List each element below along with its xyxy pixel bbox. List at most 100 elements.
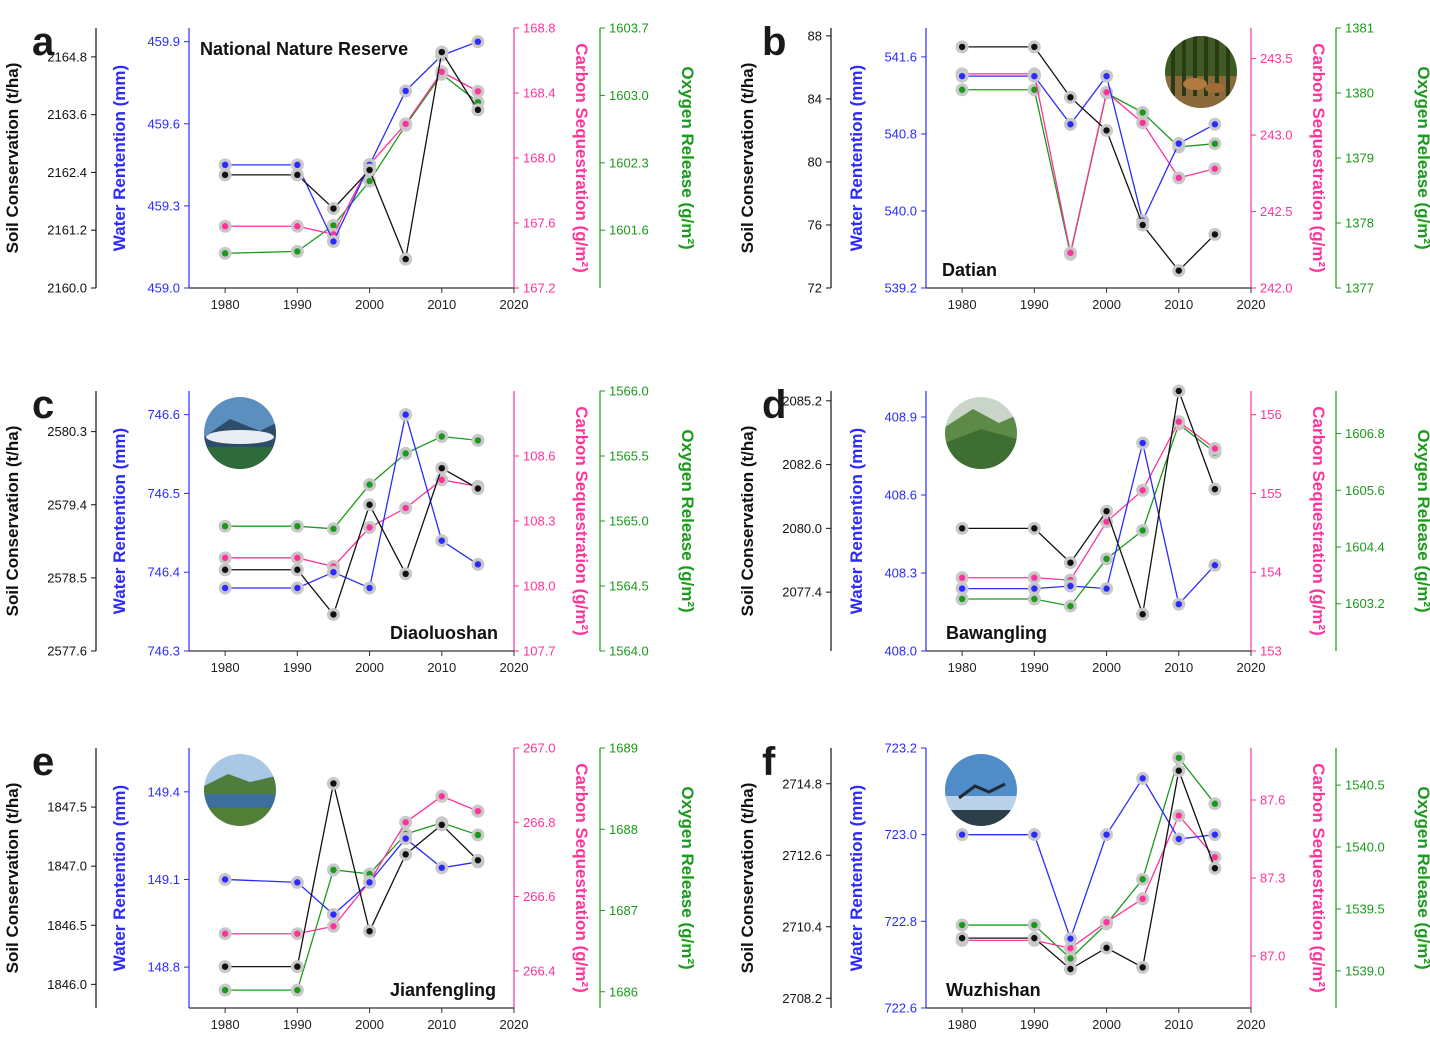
carbon-point <box>471 84 485 98</box>
y-tick-label: 243.0 <box>1260 128 1293 143</box>
water-point <box>399 408 413 422</box>
y-tick-label: 746.4 <box>147 565 180 580</box>
y-tick-label: 108.6 <box>523 449 556 464</box>
water-axis: 539.2 540.0 540.8 541.6 Water Rentention (mm… <box>847 28 927 296</box>
y-tick-label: 1603.2 <box>1345 596 1385 611</box>
y-tick-label: 2708.2 <box>782 991 822 1006</box>
y-tick-label: 154 <box>1260 565 1282 580</box>
y-tick-label: 2577.6 <box>47 644 87 659</box>
water-axis-title: Water Rentention (mm) <box>110 785 129 971</box>
y-tick-label: 541.6 <box>884 49 917 64</box>
carbon-point <box>1136 483 1150 497</box>
water-point <box>290 875 304 889</box>
water-point <box>326 908 340 922</box>
soil-point <box>363 163 377 177</box>
carbon-point <box>326 919 340 933</box>
water-point <box>1100 69 1114 83</box>
water-point <box>1208 828 1222 842</box>
y-tick-label: 1565.5 <box>609 449 649 464</box>
oxygen-point <box>1208 137 1222 151</box>
water-point <box>1208 558 1222 572</box>
soil-point <box>290 960 304 974</box>
water-point <box>1172 597 1186 611</box>
soil-point <box>471 482 485 495</box>
y-tick-label: 1566.0 <box>609 384 649 399</box>
x-tick-label: 2020 <box>1237 1017 1266 1032</box>
water-point <box>471 557 485 571</box>
panel-c: c Diaoluoshan 2577.6 2578.5 2579.4 2580.3 Soil… <box>3 383 697 675</box>
soil-point <box>1172 384 1186 398</box>
x-axis: 1980 1990 2000 2010 2020 <box>189 650 528 675</box>
water-point <box>218 581 232 595</box>
oxygen-point <box>1027 918 1041 932</box>
y-tick-label: 539.2 <box>884 281 917 296</box>
soil-axis: 2577.6 2578.5 2579.4 2580.3 Soil Conservatio… <box>3 391 97 659</box>
panel-letter: d <box>762 383 786 427</box>
water-axis: 746.3 746.4 746.5 746.6 Water Rentention (mm… <box>110 391 190 659</box>
carbon-point <box>218 219 232 233</box>
y-tick-label: 2580.3 <box>47 424 87 439</box>
y-tick-label: 2578.5 <box>47 570 87 585</box>
y-tick-label: 1601.6 <box>609 223 649 238</box>
y-tick-label: 76 <box>808 217 822 232</box>
y-tick-label: 1564.0 <box>609 644 649 659</box>
y-tick-label: 87.6 <box>1260 793 1285 808</box>
soil-point <box>1172 764 1186 778</box>
soil-point <box>1063 90 1077 104</box>
y-tick-label: 746.5 <box>147 486 180 501</box>
x-tick-label: 1980 <box>948 660 977 675</box>
water-point <box>1100 582 1114 596</box>
carbon-point <box>1208 442 1222 456</box>
carbon-point <box>471 804 485 818</box>
x-tick-label: 2010 <box>1164 1017 1193 1032</box>
carbon-point <box>1136 116 1150 130</box>
y-tick-label: 2579.4 <box>47 497 87 512</box>
carbon-axis-title: Carbon Sequestration (g/m²) <box>1309 763 1328 993</box>
water-point <box>290 581 304 595</box>
carbon-point <box>218 927 232 941</box>
water-point <box>1100 828 1114 842</box>
y-tick-label: 148.8 <box>147 960 180 975</box>
oxygen-point <box>399 446 413 460</box>
water-point <box>1136 771 1150 785</box>
y-tick-label: 84 <box>808 91 822 106</box>
y-tick-label: 108.0 <box>523 579 556 594</box>
water-point <box>1027 828 1041 842</box>
carbon-point <box>290 927 304 941</box>
carbon-point <box>1100 915 1114 929</box>
x-tick-label: 2010 <box>427 297 456 312</box>
y-tick-label: 1377 <box>1345 281 1374 296</box>
y-tick-label: 266.8 <box>523 815 556 830</box>
y-tick-label: 2164.8 <box>47 49 87 64</box>
oxygen-axis-title: Oxygen Release (g/m²) <box>1414 429 1430 612</box>
y-tick-label: 408.0 <box>884 644 917 659</box>
oxygen-point <box>1100 552 1114 566</box>
oxygen-axis: 1603.2 1604.4 1605.6 1606.8 Oxygen Release (… <box>1335 391 1430 651</box>
x-axis: 1980 1990 2000 2010 2020 <box>926 1007 1266 1032</box>
oxygen-point <box>290 983 304 997</box>
y-tick-label: 168.4 <box>523 86 556 101</box>
carbon-point <box>290 219 304 233</box>
y-tick-label: 1539.5 <box>1345 901 1385 916</box>
water-point <box>435 861 449 875</box>
y-tick-label: 2712.6 <box>782 848 822 863</box>
y-tick-label: 1540.0 <box>1345 840 1385 855</box>
soil-line <box>225 50 479 262</box>
y-tick-label: 540.8 <box>884 126 917 141</box>
series-soil <box>218 461 485 621</box>
x-tick-label: 2010 <box>1164 297 1193 312</box>
carbon-axis-title: Carbon Sequestration (g/m²) <box>572 763 591 993</box>
y-tick-label: 722.8 <box>884 914 917 929</box>
water-point <box>1172 137 1186 151</box>
y-tick-label: 242.0 <box>1260 281 1293 296</box>
x-tick-label: 2000 <box>1092 1017 1121 1032</box>
carbon-point <box>218 551 232 565</box>
water-point <box>363 581 377 595</box>
y-tick-label: 156 <box>1260 407 1282 422</box>
oxygen-axis-title: Oxygen Release (g/m²) <box>1414 786 1430 969</box>
series-carbon <box>218 473 485 573</box>
water-point <box>955 828 969 842</box>
oxygen-axis: 1601.6 1602.3 1603.0 1603.7 Oxygen Release (… <box>599 21 697 288</box>
x-tick-label: 1990 <box>283 297 312 312</box>
oxygen-point <box>1027 592 1041 606</box>
